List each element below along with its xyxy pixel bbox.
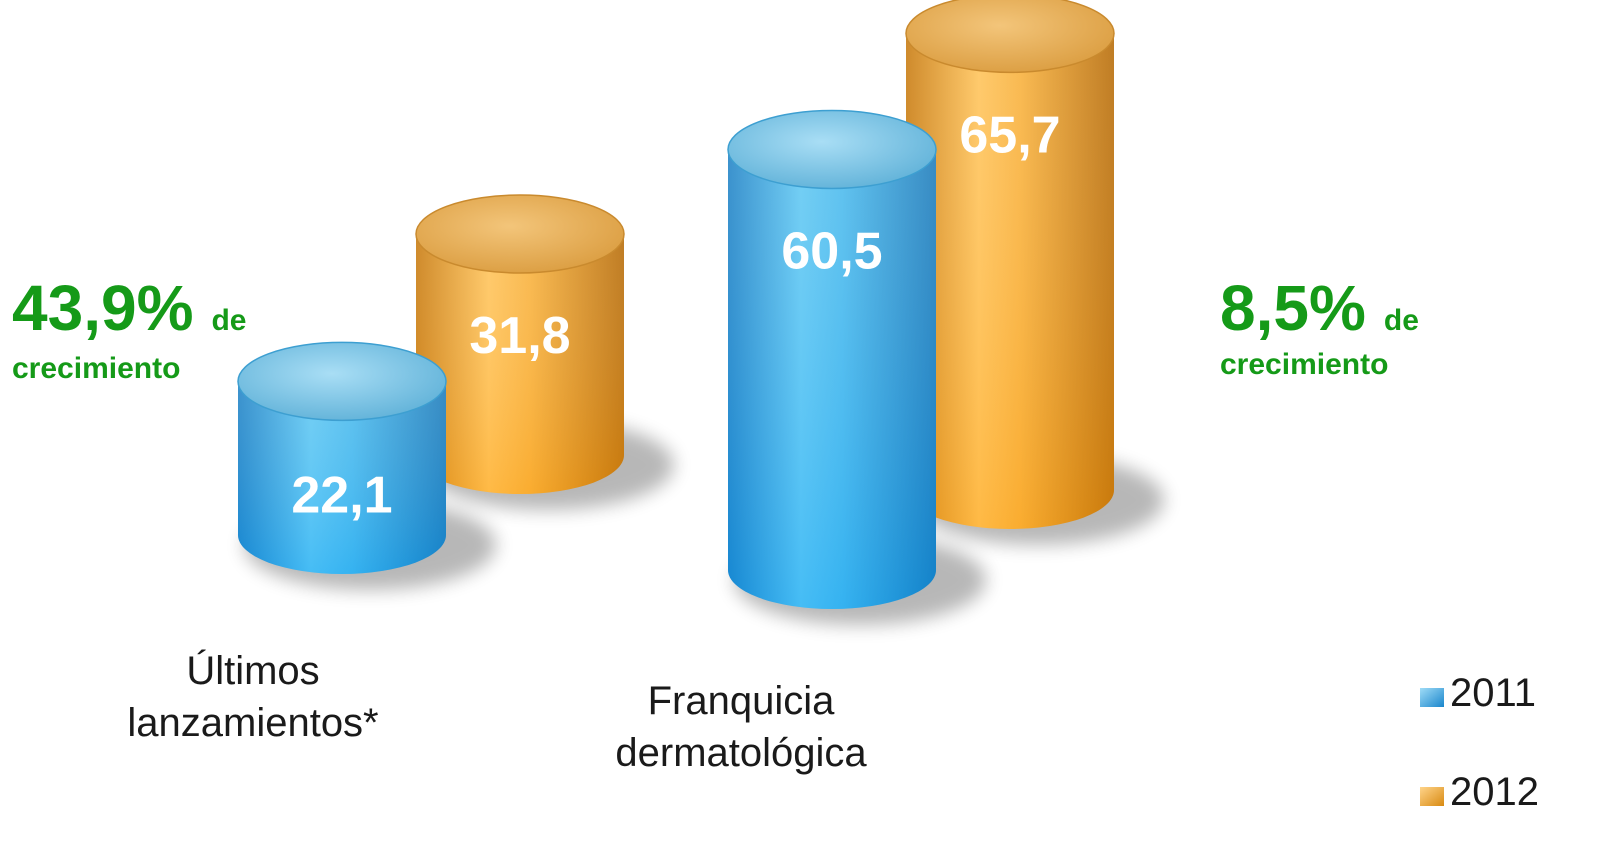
bar-2011-1	[237, 341, 447, 574]
legend-item-2012: 2012	[1420, 770, 1539, 814]
category-label-1: Últimos lanzamientos*	[127, 648, 378, 745]
bar-2011-2-body-tint	[728, 149, 936, 609]
legend-swatch	[1420, 787, 1444, 806]
legend-item-2011: 2011	[1420, 671, 1536, 715]
value-label-2011-2: 60,5	[781, 223, 882, 281]
value-label-2012-1: 31,8	[469, 307, 570, 365]
bar-2011-1-top	[237, 341, 447, 422]
bar-2012-2-top	[905, 0, 1115, 74]
bar-2012-2-body-tint	[906, 33, 1114, 529]
category-label-line: dermatológica	[615, 731, 867, 775]
growth-annotation-2: 8,5% de crecimiento	[1220, 272, 1419, 381]
growth-caption: crecimiento	[12, 352, 180, 385]
bar-2012-1-body-tint	[416, 233, 624, 495]
bar-2011-1-body-tint	[238, 381, 446, 574]
legend: 2011 2012	[1420, 671, 1539, 814]
legend-label: 2011	[1450, 671, 1536, 715]
bar-2011-2-top	[727, 109, 937, 190]
labels-layer: 31,8 22,1 65,7 60,5 Últimos lanzamientos* Fran…	[127, 106, 1060, 775]
bars-layer	[237, 0, 1115, 609]
legend-swatch	[1420, 688, 1444, 707]
growth-percent: 43,9% de	[12, 272, 246, 344]
bar-2012-1	[415, 194, 625, 495]
value-label-2012-2: 65,7	[959, 106, 1060, 164]
bar-2012-1-top	[415, 194, 625, 274]
bar-2012-2	[905, 0, 1115, 529]
category-label-line: lanzamientos*	[127, 701, 378, 745]
growth-annotation-1: 43,9% de crecimiento	[12, 272, 246, 385]
legend-label: 2012	[1450, 770, 1539, 814]
category-label-2: Franquicia dermatológica	[615, 679, 867, 775]
value-label-2011-1: 22,1	[291, 466, 392, 524]
annotations-layer: 43,9% de crecimiento 8,5% de crecimiento	[12, 272, 1419, 385]
growth-caption: crecimiento	[1220, 348, 1388, 381]
growth-percent: 8,5% de	[1220, 272, 1419, 344]
bar-2011-2	[727, 109, 937, 609]
category-label-line: Últimos	[186, 648, 319, 693]
category-label-line: Franquicia	[648, 679, 836, 723]
